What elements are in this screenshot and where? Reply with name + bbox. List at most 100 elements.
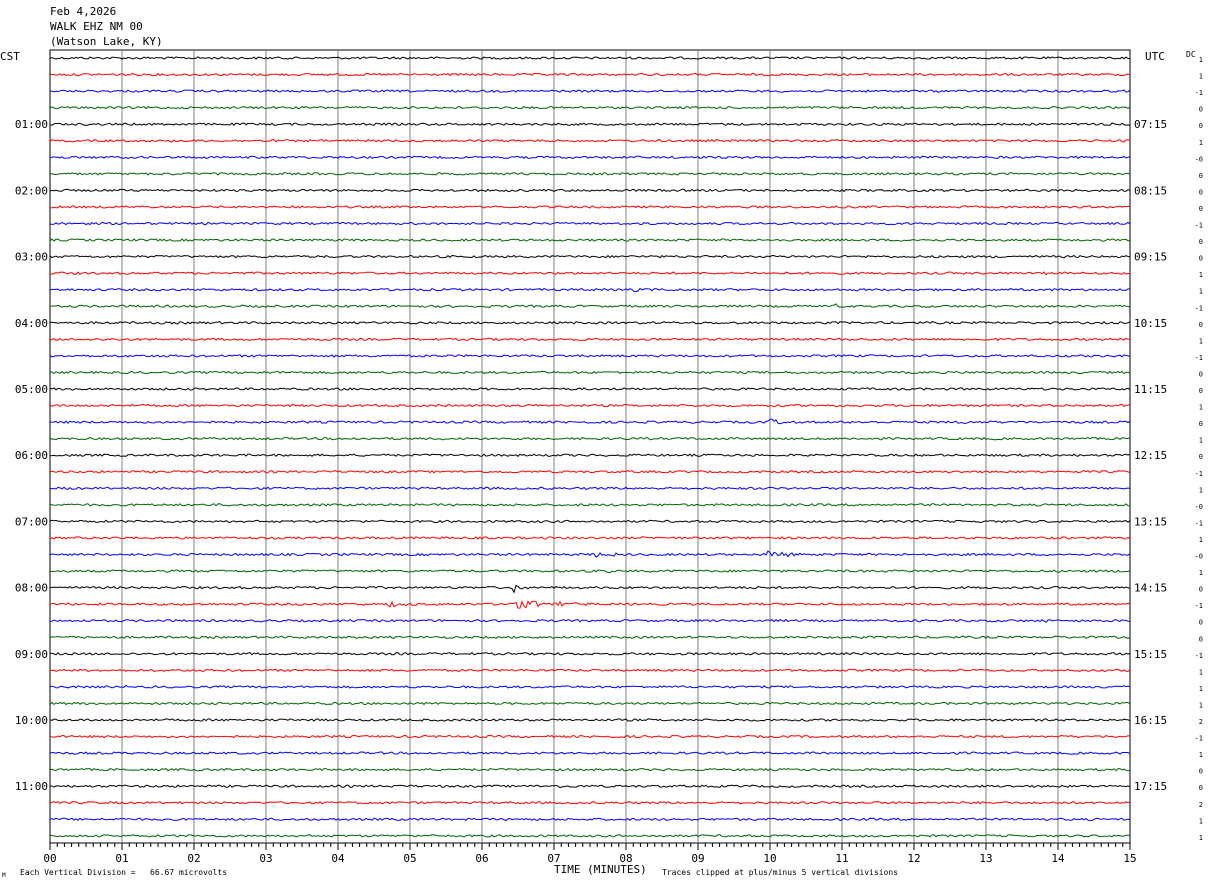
trace-row — [49, 105, 1131, 110]
dc-offset-value: -1 — [1195, 602, 1203, 610]
left-hour-label: 07:00 — [15, 515, 48, 528]
dc-offset-value: 1 — [1199, 56, 1203, 64]
trace-row — [49, 188, 1131, 193]
right-hour-label: 12:15 — [1134, 449, 1167, 462]
dc-offset-value: 0 — [1199, 784, 1203, 792]
left-hour-label: 05:00 — [15, 383, 48, 396]
dc-offset-value: 1 — [1199, 73, 1203, 81]
trace-row — [49, 503, 1131, 507]
plot-frame — [49, 49, 1131, 844]
dc-offset-value: 0 — [1199, 619, 1203, 627]
right-hour-label: 08:15 — [1134, 184, 1167, 197]
left-hour-label: 01:00 — [15, 118, 48, 131]
trace-row — [49, 72, 1131, 77]
trace-row — [49, 287, 1131, 293]
dc-offset-value: 0 — [1199, 106, 1203, 114]
dc-offset-value: 0 — [1199, 188, 1203, 196]
x-tick-label: 07 — [547, 852, 560, 865]
dc-offset-value: 1 — [1199, 834, 1203, 842]
trace-row — [49, 751, 1131, 755]
dc-offset-value: -0 — [1195, 155, 1203, 163]
trace-row — [50, 418, 1131, 425]
trace-row — [49, 271, 1131, 276]
trace-row — [49, 784, 1131, 789]
trace-row — [49, 453, 1131, 458]
x-axis-title: TIME (MINUTES) — [554, 863, 647, 876]
corner-mark: M — [2, 872, 6, 879]
left-hour-label: 11:00 — [15, 780, 48, 793]
trace-row — [49, 684, 1131, 689]
dc-offset-value: -0 — [1195, 503, 1203, 511]
dc-offset-value: 0 — [1199, 420, 1203, 428]
x-tick-label: 15 — [1123, 852, 1136, 865]
dc-offset-value: -1 — [1195, 354, 1203, 362]
dc-offset-value: -1 — [1195, 470, 1203, 478]
dc-offset-value: 1 — [1199, 685, 1203, 693]
trace-row — [49, 337, 1131, 342]
left-hour-label: 02:00 — [15, 184, 48, 197]
x-tick-label: 04 — [331, 852, 345, 865]
dc-offset-value: 0 — [1199, 370, 1203, 378]
trace-row — [49, 817, 1131, 822]
dc-offset-value: 0 — [1199, 205, 1203, 213]
dc-offset-value: -1 — [1195, 222, 1203, 230]
trace-row — [49, 436, 1131, 441]
trace-row — [49, 519, 1131, 524]
trace-row — [49, 320, 1131, 325]
x-tick-label: 12 — [907, 852, 920, 865]
trace-row — [49, 221, 1131, 226]
trace-row — [49, 486, 1131, 491]
dc-offset-value: 1 — [1199, 536, 1203, 544]
dc-offset-value: -0 — [1195, 553, 1203, 561]
minute-grid — [49, 49, 1131, 844]
station-location: (Watson Lake, KY) — [50, 35, 163, 48]
dc-offset-value: 0 — [1199, 122, 1203, 130]
trace-row — [49, 172, 1131, 176]
dc-offset-value: 0 — [1199, 635, 1203, 643]
trace-row — [49, 734, 1131, 739]
trace-row — [49, 469, 1131, 474]
dc-offset-value: 1 — [1199, 668, 1203, 676]
trace-row — [49, 89, 1131, 93]
dc-offset-value: 1 — [1199, 437, 1203, 445]
trace-row — [49, 718, 1131, 722]
trace-row — [49, 834, 1131, 838]
record-date: Feb 4,2026 — [50, 5, 117, 18]
dc-offset-value: 1 — [1199, 288, 1203, 296]
dc-offset-value: -1 — [1195, 89, 1203, 97]
dc-offset-value: 1 — [1199, 486, 1203, 494]
right-hour-label: 09:15 — [1134, 251, 1167, 264]
dc-offset-value: -1 — [1195, 304, 1203, 312]
trace-row — [49, 254, 1131, 259]
left-hour-label: 10:00 — [15, 714, 48, 727]
trace-row — [49, 536, 1131, 540]
station-code: WALK EHZ NM 00 — [50, 20, 143, 33]
x-tick-label: 13 — [979, 852, 992, 865]
dc-offset-value: -1 — [1195, 735, 1203, 743]
x-tick-label: 06 — [475, 852, 488, 865]
dc-offset-value: 2 — [1199, 801, 1203, 809]
axis-labels: 00 01 02 03 04 05 06 07 08 09 10 11 12 13 14 1501:0002:… — [15, 56, 1203, 865]
dc-offset-value: -1 — [1195, 519, 1203, 527]
trace-row — [49, 801, 1131, 805]
trace-row — [49, 618, 1131, 623]
trace-row — [49, 370, 1131, 375]
x-tick-label: 08 — [619, 852, 632, 865]
trace-row — [49, 303, 1131, 308]
trace-row — [49, 354, 1131, 358]
right-hour-label: 15:15 — [1134, 648, 1167, 661]
left-hour-label: 08:00 — [15, 582, 48, 595]
trace-row — [49, 635, 1131, 639]
left-timezone-label: CST — [0, 50, 20, 63]
trace-row — [49, 205, 1131, 209]
dc-offset-value: 0 — [1199, 453, 1203, 461]
trace-row — [49, 701, 1131, 706]
x-tick-label: 02 — [187, 852, 200, 865]
dc-offset-value: 1 — [1199, 404, 1203, 412]
trace-row — [49, 767, 1131, 772]
right-timezone-label: UTC — [1145, 50, 1165, 63]
dc-offset-value: 1 — [1199, 271, 1203, 279]
x-tick-label: 05 — [403, 852, 416, 865]
left-hour-label: 09:00 — [15, 648, 48, 661]
